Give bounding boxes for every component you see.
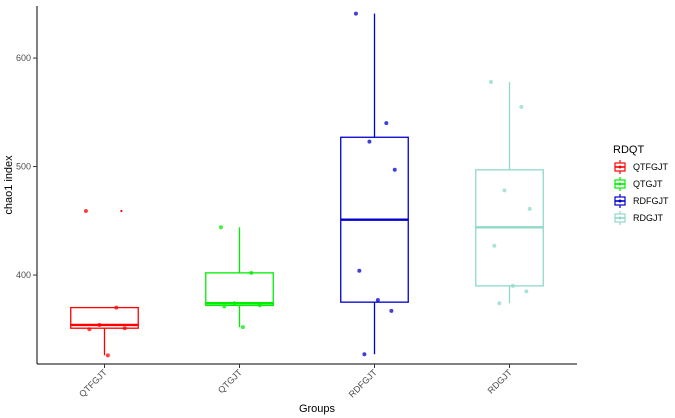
legend-label-RDFGJT: RDFGJT	[633, 196, 669, 206]
legend: RDQT QTFGJT QTGJT RDFGJT RDGJT	[613, 144, 669, 225]
x-axis-title: Groups	[299, 403, 336, 415]
point-QTFGJT-5	[105, 353, 110, 358]
y-tick-label-600: 600	[16, 53, 31, 63]
legend-key-point-QTGJT	[618, 182, 622, 186]
legend-key-RDGJT	[614, 211, 626, 225]
point-RDGJT-7	[497, 301, 502, 306]
y-tick-label-400: 400	[16, 270, 31, 280]
point-RDGJT-1	[519, 104, 524, 109]
point-RDGJT-6	[524, 289, 529, 294]
plot-area	[70, 11, 544, 358]
point-RDFGJT-7	[362, 352, 367, 357]
point-QTGJT-3	[257, 303, 262, 308]
point-RDFGJT-3	[392, 167, 397, 172]
point-QTGJT-4	[222, 304, 227, 309]
legend-label-RDGJT: RDGJT	[633, 213, 663, 223]
legend-key-point-QTFGJT	[618, 165, 622, 169]
point-RDFGJT-6	[389, 308, 394, 313]
point-QTGJT-1	[249, 270, 254, 275]
box-QTFGJT	[70, 306, 139, 329]
y-axis-title: chao1 index	[3, 155, 15, 215]
point-QTFGJT-3	[122, 326, 127, 331]
legend-label-QTGJT: QTGJT	[633, 179, 663, 189]
point-QTGJT-0	[218, 225, 223, 230]
box-group-RDFGJT	[340, 11, 409, 357]
point-RDFGJT-4	[357, 268, 362, 273]
point-RDGJT-2	[502, 188, 507, 193]
legend-key-QTGJT	[614, 177, 626, 191]
outlier-QTFGJT-0	[120, 209, 123, 213]
point-RDGJT-5	[510, 283, 515, 288]
box-group-RDGJT	[475, 79, 544, 306]
legend-key-RDFGJT	[614, 194, 626, 208]
box-group-QTGJT	[205, 225, 274, 330]
point-RDGJT-4	[492, 243, 497, 248]
point-QTFGJT-4	[87, 327, 92, 332]
legend-key-point-RDGJT	[618, 216, 622, 220]
point-RDGJT-3	[527, 206, 532, 211]
legend-key-QTFGJT	[614, 160, 626, 174]
legend-title: RDQT	[613, 144, 644, 156]
legend-label-QTFGJT: QTFGJT	[633, 162, 668, 172]
point-RDFGJT-5	[375, 297, 380, 302]
point-QTFGJT-0	[83, 209, 88, 214]
legend-key-point-RDFGJT	[618, 199, 622, 203]
point-QTFGJT-1	[114, 305, 119, 310]
point-QTGJT-2	[232, 301, 237, 306]
box-group-QTFGJT	[70, 209, 139, 358]
point-RDFGJT-2	[367, 139, 372, 144]
box-QTGJT	[205, 272, 274, 307]
point-RDFGJT-0	[353, 11, 358, 16]
point-RDFGJT-1	[384, 121, 389, 126]
y-tick-label-500: 500	[16, 162, 31, 172]
point-QTFGJT-2	[97, 322, 102, 327]
point-QTGJT-5	[240, 325, 245, 330]
point-RDGJT-0	[488, 79, 493, 84]
